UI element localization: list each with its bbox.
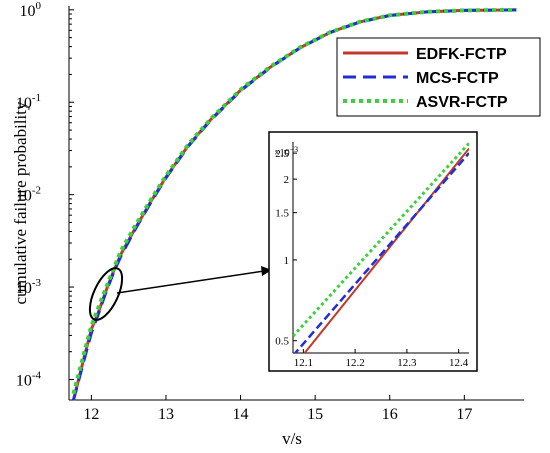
inset-x-ticks: 12.1 12.2 12.3 12.4 bbox=[294, 349, 469, 369]
zoom-region-ellipse bbox=[88, 267, 124, 321]
main-y-tick-label: 10-4 bbox=[16, 369, 42, 389]
inset-y-multiplier: ×10−3 bbox=[274, 145, 298, 159]
main-y-tick-exp: -3 bbox=[32, 277, 42, 289]
inset-series-line bbox=[293, 152, 469, 353]
main-y-tick-base: 10 bbox=[16, 372, 32, 389]
main-x-ticks: 12 13 14 15 16 17 bbox=[83, 395, 472, 423]
inset-x-tick-label: 12.2 bbox=[345, 357, 364, 369]
inset-y-tick-label: 1.5 bbox=[275, 208, 289, 220]
main-series bbox=[71, 7, 517, 401]
main-y-tick-exp: -2 bbox=[32, 185, 41, 197]
inset-x-tick-label: 12.4 bbox=[449, 357, 469, 369]
inset-y-tick-label: 1 bbox=[284, 255, 290, 267]
inset: 12.1 12.2 12.3 12.4 0.5 1 1.5 2 2.5 ×10−3 bbox=[268, 131, 478, 372]
main-x-tick-label: 15 bbox=[307, 406, 323, 423]
inset-series-line bbox=[293, 142, 469, 338]
y-axis-label: cumulative failure probability bbox=[11, 101, 30, 304]
main-y-tick-base: 10 bbox=[16, 188, 32, 205]
inset-y-ticks: 0.5 1 1.5 2 2.5 bbox=[275, 148, 297, 348]
main-y-tick-label: 10-3 bbox=[16, 277, 42, 297]
main-y-tick-exp: -4 bbox=[32, 369, 42, 381]
inset-y-tick-label: 0.5 bbox=[275, 336, 289, 348]
main-y-tick-exp: -1 bbox=[32, 92, 41, 104]
main-x-tick-label: 12 bbox=[83, 406, 99, 423]
main-x-tick-label: 14 bbox=[233, 406, 249, 423]
x-axis-label: v/s bbox=[282, 429, 302, 448]
legend-label: ASVR-FCTP bbox=[416, 94, 508, 111]
legend-label: EDFK-FCTP bbox=[416, 46, 507, 63]
inset-series-line bbox=[303, 147, 469, 353]
inset-y-tick-label: 2.5 bbox=[275, 148, 289, 160]
main-x-tick-label: 13 bbox=[158, 406, 174, 423]
inset-border bbox=[268, 131, 478, 372]
main-x-tick-label: 17 bbox=[456, 406, 472, 423]
main-y-tick-base: 10 bbox=[16, 95, 32, 112]
main-axes bbox=[68, 6, 524, 401]
main-y-tick-base: 10 bbox=[20, 3, 36, 20]
main-y-tick-exp: 0 bbox=[36, 0, 42, 12]
inset-multiplier-exp: −3 bbox=[290, 145, 299, 154]
main-series-line bbox=[71, 7, 517, 395]
inset-series bbox=[293, 142, 469, 353]
zoom-arrow-head bbox=[261, 266, 272, 276]
inset-y-tick-label: 2 bbox=[284, 174, 290, 186]
main-y-tick-label: 10-1 bbox=[16, 92, 41, 112]
inset-x-tick-label: 12.1 bbox=[294, 357, 313, 369]
main-y-tick-label: 10-2 bbox=[16, 185, 41, 205]
inset-x-tick-label: 12.3 bbox=[397, 357, 417, 369]
zoom-arrow-line bbox=[116, 270, 265, 294]
main-x-tick-label: 16 bbox=[382, 406, 398, 423]
legend-label: MCS-FCTP bbox=[416, 70, 499, 87]
main-y-tick-base: 10 bbox=[16, 280, 32, 297]
inset-multiplier-base: ×10 bbox=[274, 148, 290, 159]
main-y-tick-label: 100 bbox=[20, 0, 42, 20]
legend: EDFK-FCTP MCS-FCTP ASVR-FCTP bbox=[336, 37, 541, 117]
